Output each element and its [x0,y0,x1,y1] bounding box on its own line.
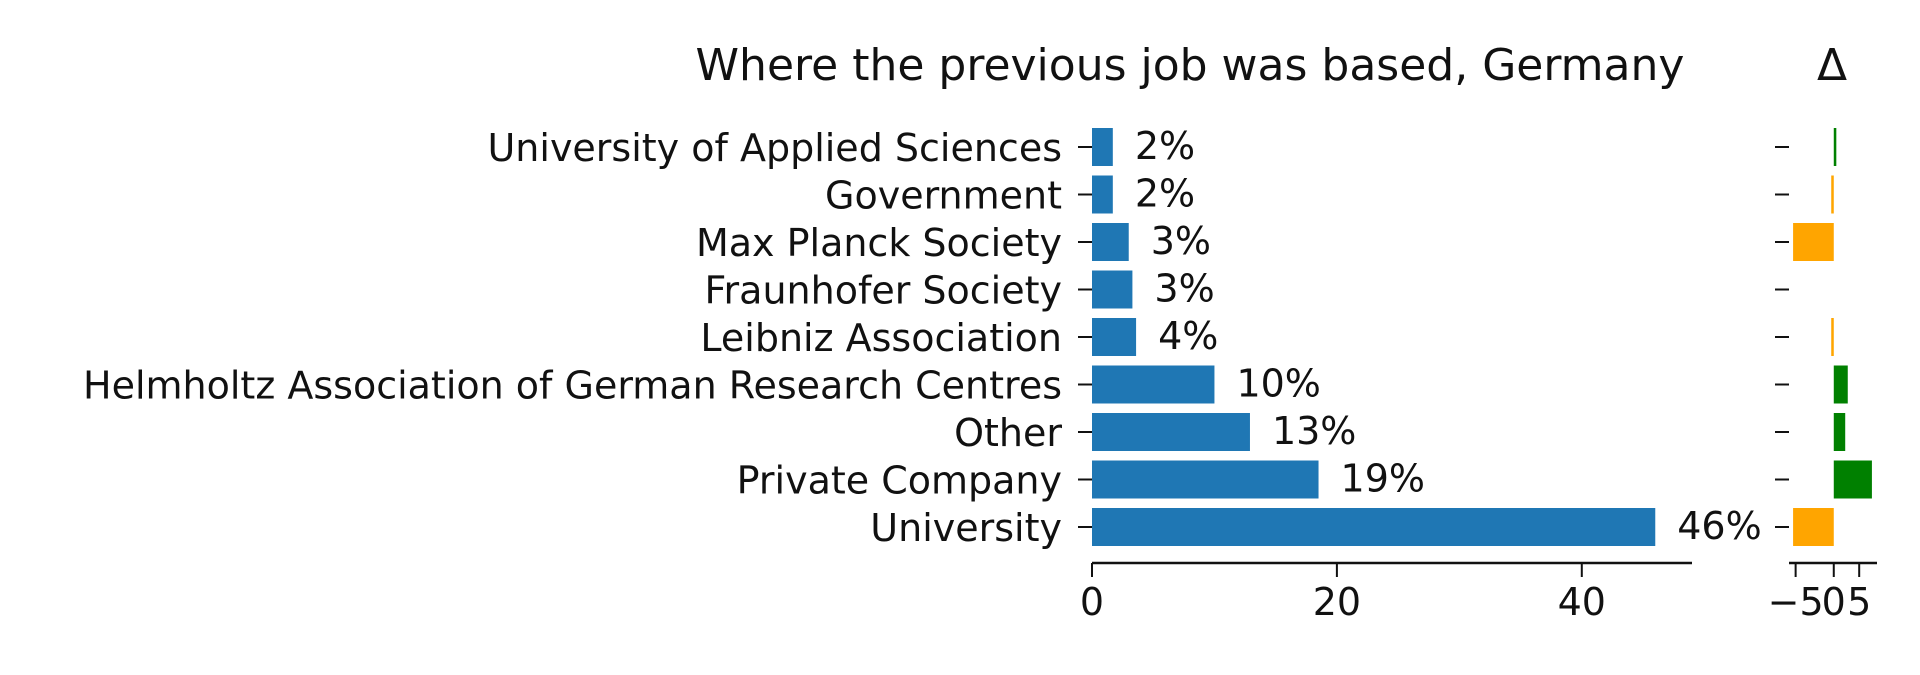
delta-bar-panel: −50 5 [1768,128,1877,624]
bar [1092,460,1319,499]
category-label: Government [825,174,1062,218]
delta-bar [1793,508,1834,546]
data-label: 3% [1151,219,1211,263]
bar [1092,128,1113,166]
category-label: University of Applied Sciences [487,126,1062,170]
chart-title: Where the previous job was based, German… [696,40,1685,91]
bar [1092,223,1129,261]
delta-bar [1833,413,1846,451]
delta-x-tick-label: 0 [1822,580,1846,624]
delta-bar [1831,318,1834,356]
delta-bar [1833,128,1837,166]
delta-bar [1831,175,1834,214]
x-tick-label: 20 [1313,580,1361,624]
x-tick-label: 0 [1080,580,1104,624]
bar [1092,318,1137,356]
data-label: 10% [1236,362,1320,406]
data-label: 13% [1272,409,1356,453]
category-label: Fraunhofer Society [704,269,1062,313]
delta-bar [1833,365,1848,404]
data-label: 46% [1677,504,1761,548]
category-label: Other [954,411,1062,455]
delta-x-tick-label: −5 [1768,580,1824,624]
category-label: Max Planck Society [696,221,1062,265]
data-label: 4% [1158,314,1218,358]
x-tick-label: 40 [1558,580,1606,624]
data-label: 2% [1135,172,1195,216]
category-label: Helmholtz Association of German Research… [83,364,1062,408]
bar [1092,365,1215,404]
bar [1092,413,1250,451]
delta-bar [1793,223,1834,261]
data-label: 19% [1341,457,1425,501]
bar [1092,175,1113,214]
category-label: University [870,506,1062,550]
bar [1092,508,1656,546]
delta-panel-title: Δ [1817,40,1847,91]
category-label: Leibniz Association [700,316,1062,360]
data-label: 2% [1135,124,1195,168]
data-label: 3% [1154,267,1214,311]
delta-bar [1833,460,1872,499]
main-bar-panel: University of Applied Sciences 2% Governme… [83,124,1762,624]
bar [1092,270,1133,309]
delta-x-tick-label: 5 [1847,580,1871,624]
category-label: Private Company [737,459,1062,503]
